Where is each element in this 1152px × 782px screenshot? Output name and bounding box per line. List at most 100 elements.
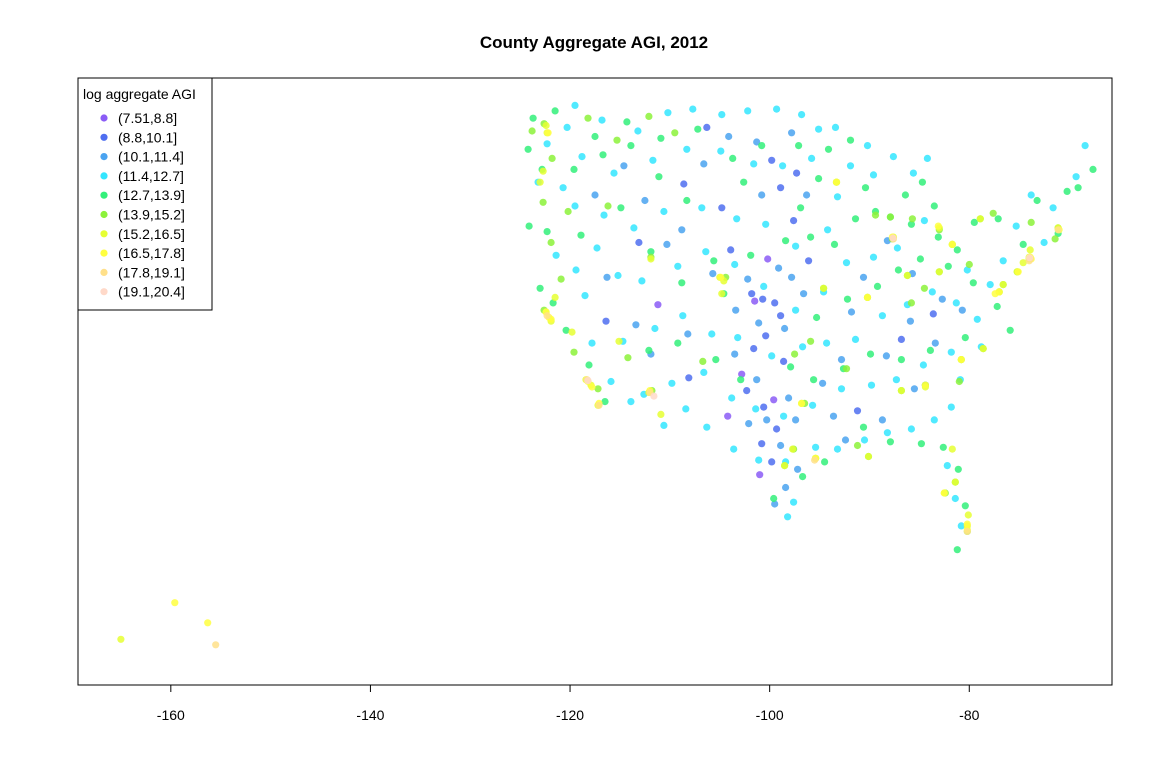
data-point — [758, 191, 766, 199]
data-point — [727, 246, 735, 254]
data-point — [897, 335, 906, 343]
data-point — [794, 465, 802, 473]
data-point — [916, 255, 925, 263]
data-point — [926, 346, 935, 354]
data-point — [1054, 226, 1062, 234]
legend-swatch — [100, 249, 108, 257]
data-point — [909, 169, 918, 177]
data-point — [563, 123, 571, 131]
data-point — [694, 125, 702, 133]
data-point — [755, 319, 763, 327]
data-point — [948, 445, 956, 453]
data-point — [591, 191, 599, 199]
data-point — [571, 101, 579, 109]
data-point — [599, 151, 607, 159]
data-point — [837, 356, 846, 364]
data-point — [615, 337, 623, 345]
data-point — [1072, 173, 1080, 181]
data-point — [724, 412, 732, 420]
data-point — [660, 421, 668, 429]
data-point — [947, 403, 955, 411]
legend-label: (16.5,17.8] — [118, 245, 185, 261]
data-point — [717, 273, 725, 281]
data-point — [718, 290, 726, 298]
data-point — [908, 215, 917, 223]
data-point — [813, 313, 821, 322]
data-point — [651, 324, 659, 333]
data-point — [842, 259, 851, 267]
data-point — [548, 154, 556, 162]
data-point — [1049, 204, 1057, 212]
data-point — [649, 156, 657, 164]
data-point — [808, 154, 816, 162]
data-point — [684, 330, 692, 338]
data-point — [788, 273, 796, 281]
data-point — [935, 268, 943, 276]
data-point — [952, 299, 960, 307]
data-point — [529, 114, 537, 122]
data-point — [204, 619, 212, 627]
data-point — [543, 140, 551, 148]
data-point — [564, 207, 572, 216]
data-point — [780, 412, 788, 420]
data-point — [682, 405, 690, 413]
data-point — [867, 381, 876, 389]
data-point — [957, 522, 965, 530]
data-point — [824, 145, 833, 153]
data-point — [859, 273, 868, 281]
data-point — [702, 248, 710, 256]
data-point — [837, 385, 846, 393]
data-point — [539, 198, 547, 206]
data-point — [759, 295, 767, 303]
data-point — [699, 357, 707, 365]
data-point — [728, 394, 736, 402]
data-point — [785, 394, 793, 402]
data-point — [683, 196, 691, 205]
data-point — [807, 337, 815, 345]
legend-swatch — [100, 172, 108, 180]
data-point — [668, 379, 676, 387]
data-point — [961, 502, 969, 510]
data-point — [799, 343, 807, 351]
data-point — [859, 423, 868, 431]
data-point — [809, 401, 817, 409]
data-point — [620, 162, 628, 170]
data-point — [843, 295, 852, 303]
data-point — [815, 175, 823, 183]
data-point — [645, 112, 653, 120]
data-point — [624, 354, 632, 362]
data-point — [976, 215, 984, 223]
data-point — [627, 142, 635, 150]
data-point — [750, 345, 758, 353]
data-point — [821, 458, 829, 466]
data-point — [768, 352, 776, 360]
data-point — [943, 462, 951, 470]
legend-title: log aggregate AGI — [83, 86, 196, 102]
data-point — [963, 520, 971, 528]
data-point — [117, 635, 125, 643]
chart-title: County Aggregate AGI, 2012 — [480, 33, 708, 52]
data-point — [1014, 268, 1022, 276]
legend-label: (7.51,8.8] — [118, 110, 177, 126]
data-point — [847, 308, 856, 316]
data-point — [718, 204, 726, 212]
data-point — [536, 284, 544, 292]
data-point — [791, 350, 799, 358]
data-point — [878, 312, 887, 320]
data-point — [570, 348, 578, 356]
legend-label: (19.1,20.4] — [118, 284, 185, 300]
data-point — [678, 279, 686, 287]
data-point — [938, 295, 946, 303]
data-point — [657, 410, 665, 418]
data-point — [886, 213, 895, 221]
data-point — [798, 399, 806, 407]
data-point — [940, 489, 948, 497]
data-point — [542, 121, 550, 130]
data-point — [882, 352, 891, 360]
legend-label: (15.2,16.5] — [118, 226, 185, 242]
data-point — [889, 153, 898, 161]
data-point — [680, 180, 688, 188]
data-point — [931, 339, 939, 347]
data-point — [986, 281, 994, 289]
data-point — [703, 123, 711, 131]
